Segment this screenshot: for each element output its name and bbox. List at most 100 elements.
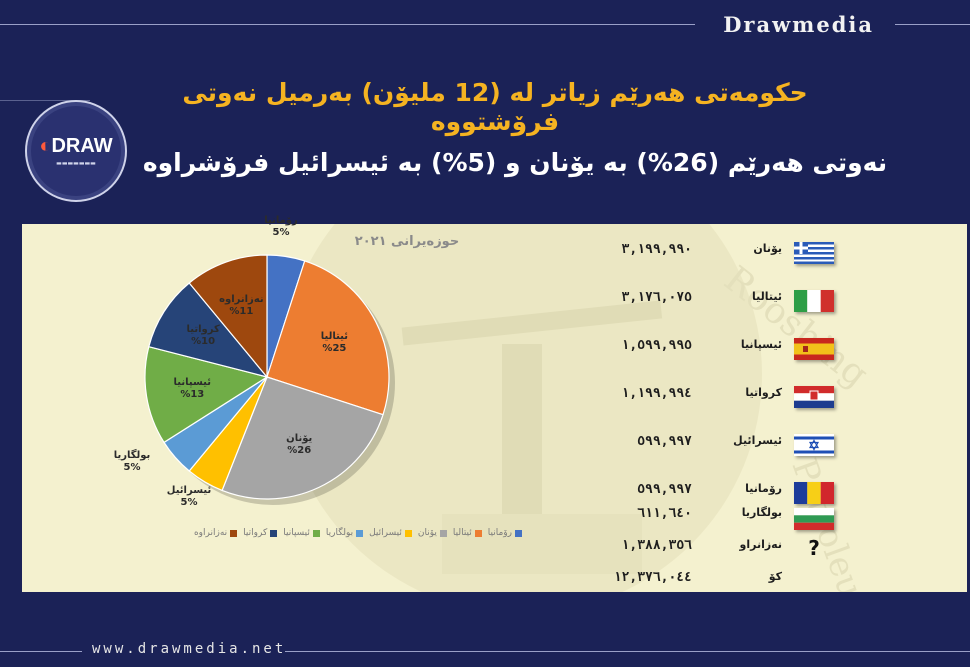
legend-label: رۆمانیا [487, 528, 512, 538]
legend-swatch [356, 529, 364, 537]
row-country: یۆنان [753, 242, 782, 255]
headline-line-1: حکومەتی هەرێم زیاتر لە (12 ملیۆن) بەرمیل… [182, 78, 808, 136]
logo-text: DRAW [51, 135, 113, 157]
legend-label: کرواتیا [243, 528, 268, 538]
logo-rule-left [0, 100, 90, 101]
legend-label: ئیسرائیل [369, 528, 402, 538]
top-rule-right [895, 24, 970, 25]
legend-swatch [439, 529, 447, 537]
pie-slice [188, 254, 268, 379]
slice-label: ئیتالیا %25 [299, 331, 369, 355]
legend-label: ئیسپانیا [283, 528, 310, 538]
slice-label: کرواتیا %10 [168, 324, 238, 348]
row-value: ١,٣٨٨,٣٥٦ [621, 538, 692, 553]
row-value: ٣,١٧٦,٠٧٥ [621, 290, 692, 305]
table-row: ٣,١٧٦,٠٧٥ ئیتالیا [582, 290, 842, 312]
legend-swatch [312, 529, 320, 537]
greece-flag [794, 242, 834, 264]
row-value: ٦١١,٦٤٠ [637, 506, 692, 521]
brand-name: Drawmedia [723, 12, 874, 37]
pie-chart [144, 254, 395, 505]
legend-item: ئیسپانیا [283, 526, 320, 540]
row-country: ئیتالیا [752, 290, 782, 303]
slice-label-value: %26 [287, 445, 312, 457]
legend-label: یۆنان [417, 528, 437, 538]
slice-label-name: نەزانراوە [219, 293, 264, 305]
table-row: ٥٩٩,٩٩٧ ئیسرائیل [582, 434, 842, 456]
footer-rule-right [285, 651, 970, 652]
total-value: ١٢,٣٧٦,٠٤٤ [613, 570, 692, 585]
row-value: ١,٥٩٩,٩٩٥ [621, 338, 692, 353]
slice-label-name: ئیسپانیا [173, 376, 211, 388]
legend-item: نەزانراوە [193, 526, 238, 540]
slice-label-name: بولگاریا [113, 450, 151, 461]
row-country: رۆمانیا [745, 482, 782, 495]
legend-label: بولگاریا [325, 528, 354, 538]
row-country: ئیسپانیا [740, 338, 782, 351]
slice-label-value: 5% [180, 497, 198, 508]
legend-swatch [270, 529, 278, 537]
slice-label: یۆنان %26 [264, 433, 334, 457]
slice-label-name: ئیتالیا [320, 330, 349, 342]
slice-label: بولگاریا 5% [97, 450, 167, 474]
row-value: ٣,١٩٩,٩٩٠ [621, 242, 692, 257]
row-country: نەزانراو [739, 538, 783, 551]
headline-line-2: نەوتی هەرێم (26%) بە یۆنان و (5%) بە ئیس… [142, 148, 888, 177]
slice-label-value: 5% [123, 462, 141, 473]
slice-label: رۆمانیا 5% [246, 215, 316, 239]
italy-flag [794, 290, 834, 312]
chart-title: حوزەیرانی ٢٠٢١ [354, 234, 460, 249]
legend-label: نەزانراوە [193, 528, 228, 538]
slice-label-name: یۆنان [286, 433, 313, 445]
slice-label: ئیسرائیل 5% [154, 485, 224, 509]
row-country: کرواتیا [745, 386, 782, 399]
footer-rule-left [0, 651, 82, 652]
spain-flag [794, 338, 834, 360]
row-value: ٥٩٩,٩٩٧ [637, 434, 692, 449]
bulgaria-flag [794, 508, 834, 530]
legend-item: ئیسرائیل [369, 526, 412, 540]
slice-label-value: %10 [191, 336, 216, 348]
chart-legend: رۆمانیا ئیتالیا یۆنان ئیسرائیل بولگاریا ئیسپا… [82, 526, 522, 540]
legend-swatch [515, 529, 522, 537]
slice-label: ئیسپانیا %13 [157, 377, 227, 401]
table-row: ٥٩٩,٩٩٧ رۆمانیا [582, 482, 842, 504]
table-row: ١,١٩٩,٩٩٤ کرواتیا [582, 386, 842, 408]
pie-slice [144, 345, 269, 444]
slice-label-value: 5% [272, 227, 290, 238]
croatia-flag [794, 386, 834, 408]
legend-item: رۆمانیا [488, 526, 522, 540]
slice-label-name: رۆمانیا [264, 215, 298, 226]
table-row: ١,٥٩٩,٩٩٥ ئیسپانیا [582, 338, 842, 360]
table-row: ٦١١,٦٤٠ بولگاریا [582, 506, 842, 530]
slice-label-name: کرواتیا [186, 324, 220, 336]
row-country: بولگاریا [741, 506, 782, 519]
question-mark-icon: ? [808, 536, 820, 560]
legend-item: کرواتیا [243, 526, 278, 540]
table-row-total: ١٢,٣٧٦,٠٤٤ کۆ [582, 570, 842, 592]
legend-label: ئیتالیا [452, 528, 472, 538]
legend-item: ئیتالیا [453, 526, 482, 540]
slice-label-name: ئیسرائیل [166, 485, 212, 496]
footer-url: www.drawmedia.net [92, 641, 287, 657]
table-row: ٣,١٩٩,٩٩٠ یۆنان [582, 242, 842, 264]
total-label: کۆ [768, 570, 782, 583]
slice-label: نەزانراوە %11 [206, 294, 276, 318]
slice-label-value: %25 [322, 342, 347, 354]
pie-slice [148, 282, 269, 379]
table-row: ١,٣٨٨,٣٥٦ نەزانراو ? [582, 536, 842, 560]
slice-label-value: %13 [180, 388, 205, 400]
infographic-panel: Rooshing Petroleum حوزەیرانی ٢٠٢١ رۆمانی… [22, 215, 967, 592]
logo-mark: ◐DRAW [39, 135, 113, 157]
slice-label-value: %11 [229, 305, 254, 317]
row-value: ٥٩٩,٩٩٧ [637, 482, 692, 497]
top-rule-left [0, 24, 695, 25]
legend-item: یۆنان [418, 526, 447, 540]
pie-slice [266, 260, 390, 416]
row-value: ١,١٩٩,٩٩٤ [621, 386, 692, 401]
pie-slice [221, 376, 384, 500]
romania-flag [794, 482, 834, 504]
legend-swatch [404, 529, 412, 537]
legend-swatch [474, 529, 482, 537]
